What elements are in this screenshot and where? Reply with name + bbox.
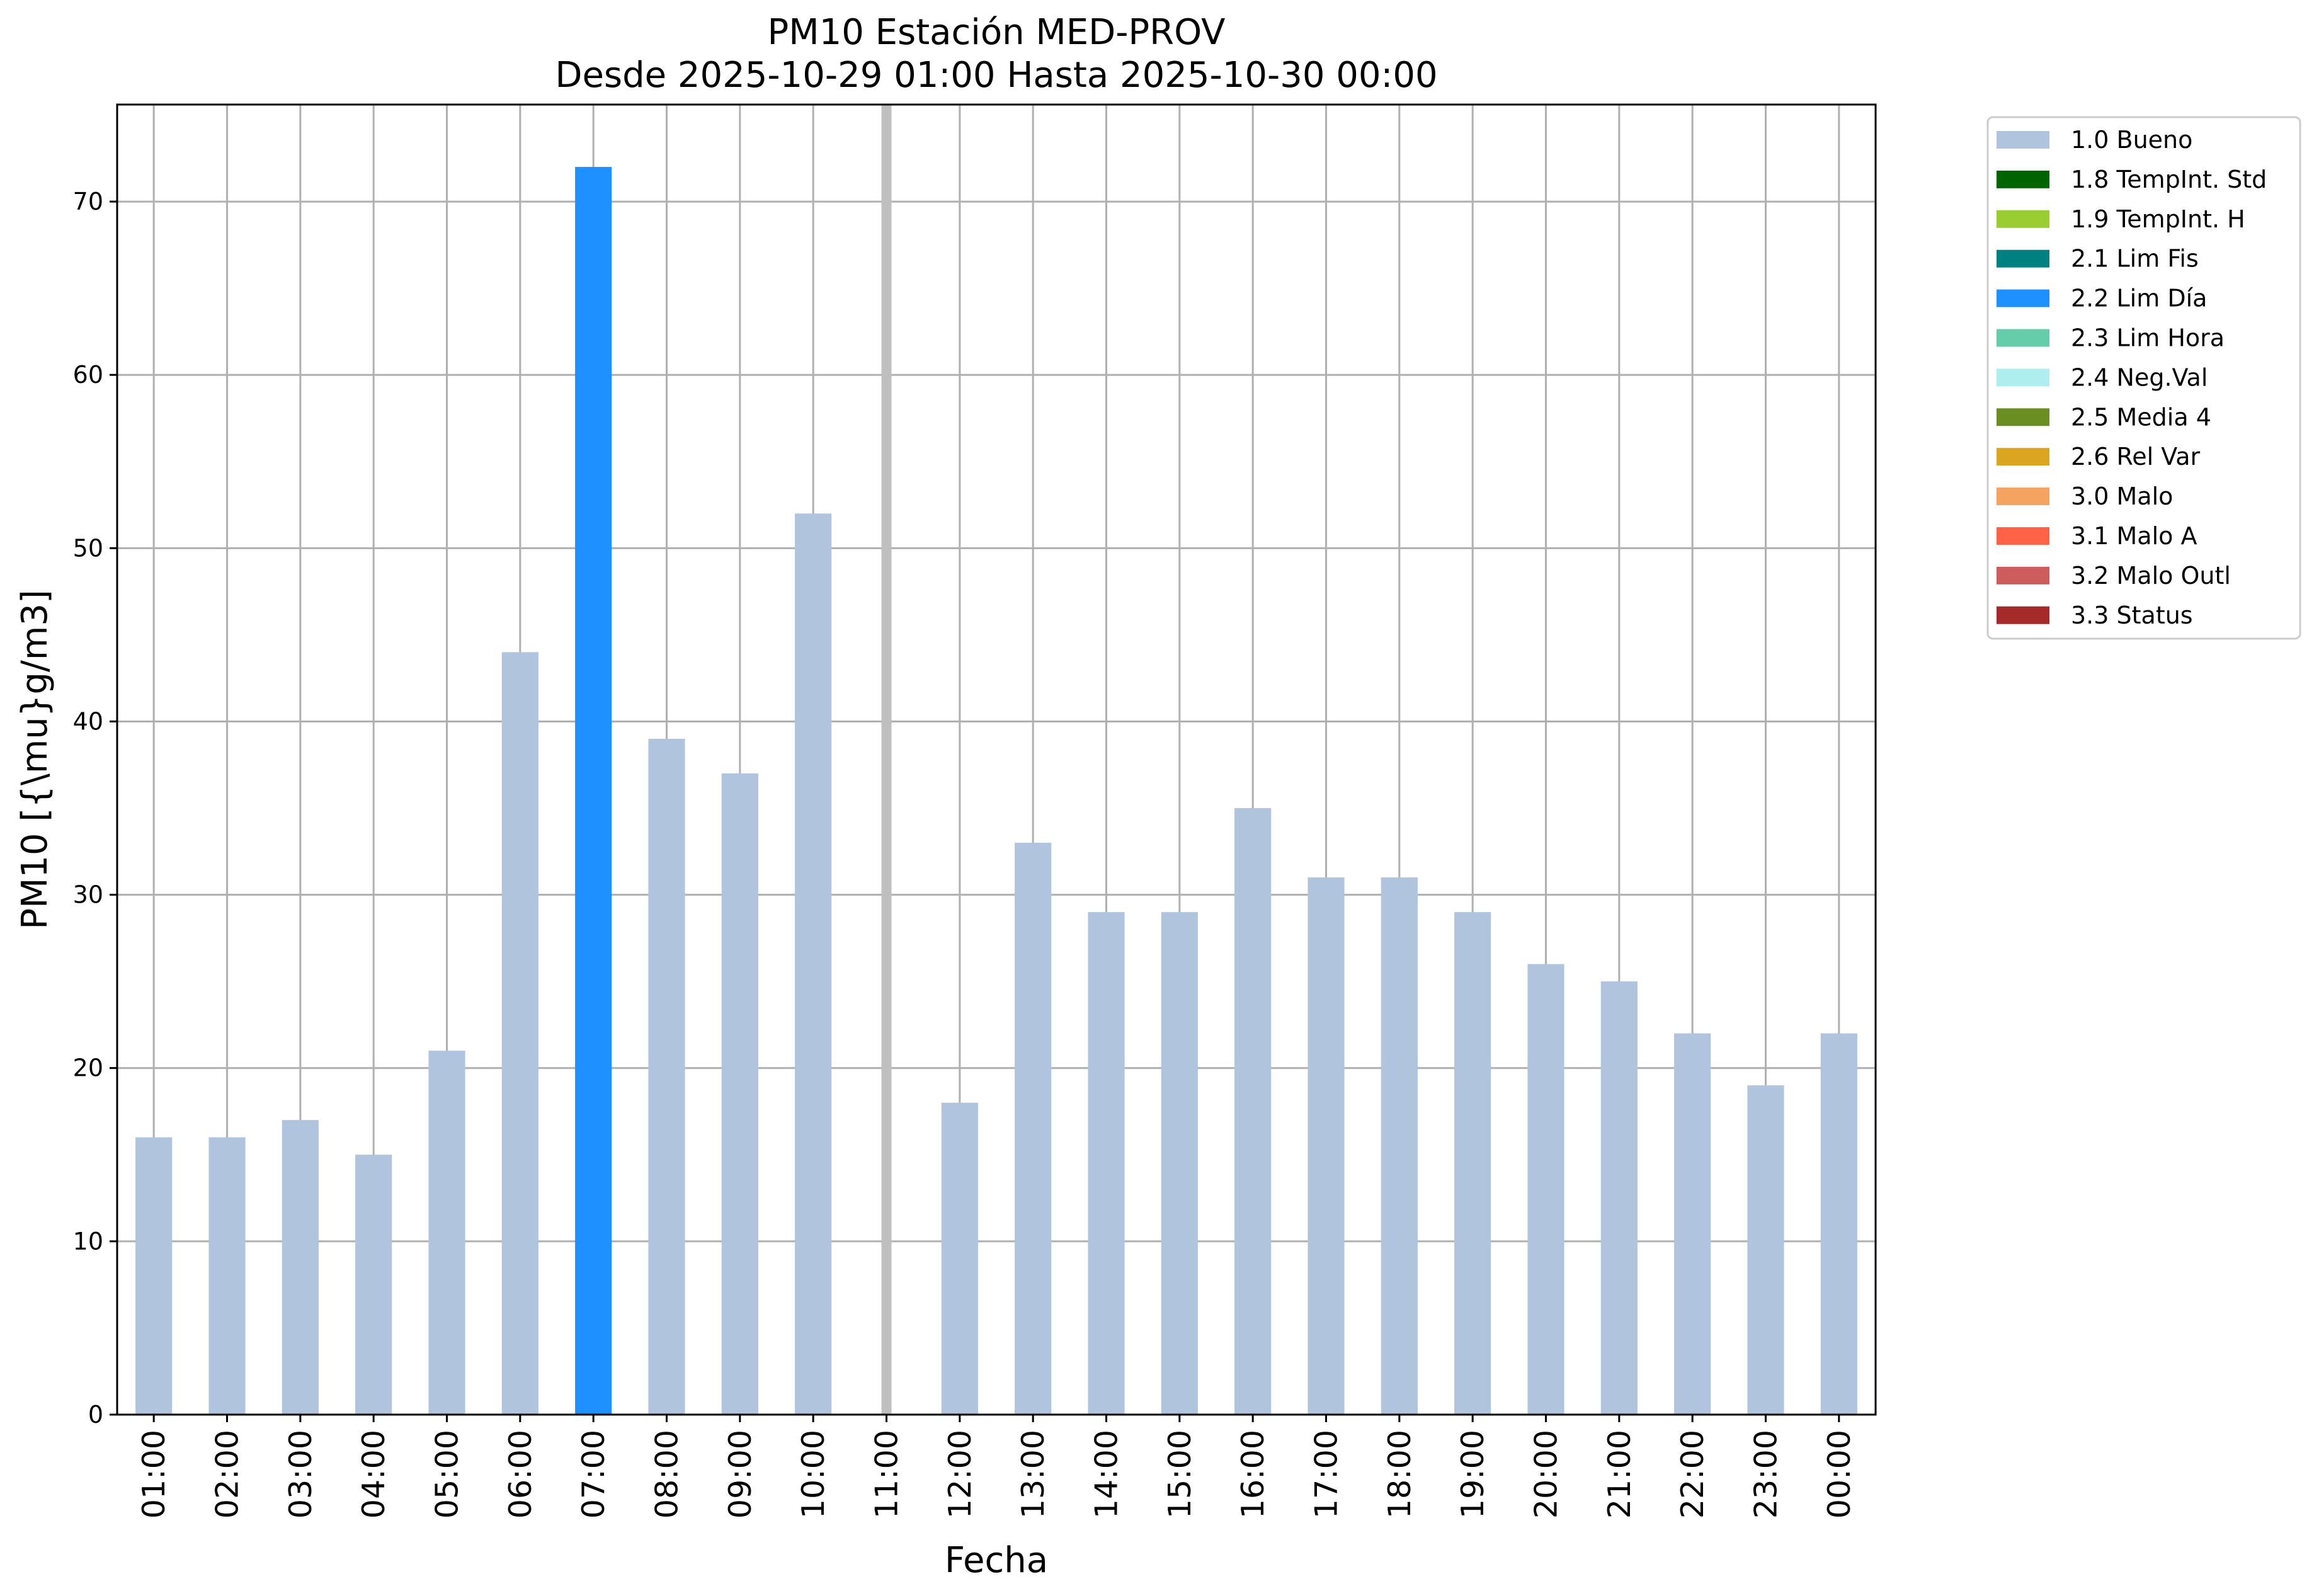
legend-swatch [1997, 329, 2049, 347]
legend-swatch [1997, 131, 2049, 149]
x-tick-label: 18:00 [1382, 1430, 1418, 1519]
legend-label: 2.2 Lim Día [2071, 285, 2207, 312]
x-axis: 01:00 02:00 03:00 04:00 05:00 06:00 07:00 08:00… [136, 1415, 1857, 1519]
legend: 1.0 Bueno 1.8 TempInt. Std 1.9 TempInt. H 2… [1986, 116, 2301, 640]
missing-data-marker [881, 105, 892, 1415]
x-axis-label: Fecha [945, 1540, 1048, 1581]
bar [1747, 1085, 1784, 1415]
legend-label: 2.5 Media 4 [2071, 403, 2211, 431]
x-tick-label: 11:00 [869, 1430, 905, 1519]
bar [355, 1154, 392, 1415]
y-tick-label: 30 [73, 881, 103, 909]
legend-label: 1.0 Bueno [2071, 126, 2192, 154]
legend-label: 3.0 Malo [2071, 482, 2173, 510]
bar [1454, 912, 1491, 1415]
y-tick-label: 50 [73, 534, 103, 562]
bar [1015, 843, 1052, 1415]
x-tick-label: 19:00 [1455, 1430, 1491, 1519]
y-tick-label: 20 [73, 1054, 103, 1082]
bar [795, 513, 832, 1415]
legend-label: 2.6 Rel Var [2071, 443, 2201, 470]
bar [575, 167, 612, 1415]
x-tick-label: 14:00 [1089, 1430, 1125, 1519]
chart-subtitle: Desde 2025-10-29 01:00 Hasta 2025-10-30 … [555, 55, 1437, 96]
x-tick-label: 21:00 [1602, 1430, 1638, 1519]
x-tick-label: 05:00 [430, 1430, 465, 1519]
bar [1674, 1033, 1711, 1415]
x-tick-label: 17:00 [1309, 1430, 1345, 1519]
bar [428, 1051, 465, 1415]
bar [941, 1102, 978, 1415]
y-tick-label: 60 [73, 361, 103, 389]
legend-label: 1.8 TempInt. Std [2071, 166, 2267, 193]
legend-label: 2.3 Lim Hora [2071, 324, 2225, 352]
x-tick-label: 12:00 [942, 1430, 978, 1519]
bar [1234, 808, 1272, 1415]
x-tick-label: 08:00 [649, 1430, 685, 1519]
plot-frame [116, 103, 1877, 1416]
legend-swatch [1997, 368, 2049, 387]
bar [721, 773, 758, 1415]
bar [1161, 912, 1198, 1415]
bar [501, 652, 538, 1415]
y-axis-label: PM10 [{\mu}g/m3] [14, 590, 55, 930]
y-tick-label: 70 [73, 188, 103, 215]
x-tick-label: 00:00 [1821, 1430, 1857, 1519]
legend-label: 3.3 Status [2071, 601, 2193, 629]
legend-swatch [1997, 210, 2049, 228]
bar [1308, 877, 1345, 1415]
legend-label: 3.2 Malo Outl [2071, 562, 2231, 590]
y-axis: 0 10 20 30 40 50 60 70 [73, 188, 117, 1428]
x-tick-label: 02:00 [210, 1430, 246, 1519]
legend-label: 2.4 Neg.Val [2071, 363, 2208, 391]
x-tick-label: 01:00 [136, 1430, 172, 1519]
x-tick-label: 07:00 [576, 1430, 612, 1519]
x-tick-label: 15:00 [1162, 1430, 1198, 1519]
legend-frame [1986, 116, 2301, 640]
bars [135, 167, 1857, 1415]
legend-swatch [1997, 487, 2049, 506]
legend-label: 2.1 Lim Fis [2071, 245, 2199, 273]
bar [1381, 877, 1418, 1415]
y-tick-label: 0 [88, 1401, 103, 1428]
x-tick-label: 23:00 [1748, 1430, 1784, 1519]
x-tick-label: 10:00 [795, 1430, 831, 1519]
x-tick-label: 03:00 [283, 1430, 319, 1519]
bar [648, 738, 685, 1415]
legend-label: 3.1 Malo A [2071, 522, 2197, 550]
bar [1600, 981, 1638, 1415]
y-tick-label: 10 [73, 1228, 103, 1255]
bar [1088, 912, 1125, 1415]
bar [135, 1137, 173, 1415]
legend-swatch [1997, 170, 2049, 188]
bar [208, 1137, 246, 1415]
legend-label: 1.9 TempInt. H [2071, 205, 2245, 233]
chart-title: PM10 Estación MED-PROV [768, 12, 1226, 53]
x-tick-label: 04:00 [356, 1430, 392, 1519]
bar [282, 1120, 319, 1415]
x-tick-label: 06:00 [503, 1430, 538, 1519]
legend-swatch [1997, 566, 2049, 584]
legend-swatch [1997, 448, 2049, 466]
legend-swatch [1997, 408, 2049, 426]
legend-swatch [1997, 249, 2049, 268]
legend-swatch [1997, 606, 2049, 624]
y-tick-label: 40 [73, 707, 103, 735]
legend-swatch [1997, 289, 2049, 307]
x-tick-label: 16:00 [1235, 1430, 1271, 1519]
bar [1820, 1033, 1857, 1415]
legend-swatch [1997, 527, 2049, 545]
x-tick-label: 13:00 [1015, 1430, 1051, 1519]
x-tick-label: 09:00 [722, 1430, 758, 1519]
bar [1527, 964, 1564, 1415]
x-tick-label: 20:00 [1529, 1430, 1564, 1519]
x-tick-label: 22:00 [1675, 1430, 1711, 1519]
